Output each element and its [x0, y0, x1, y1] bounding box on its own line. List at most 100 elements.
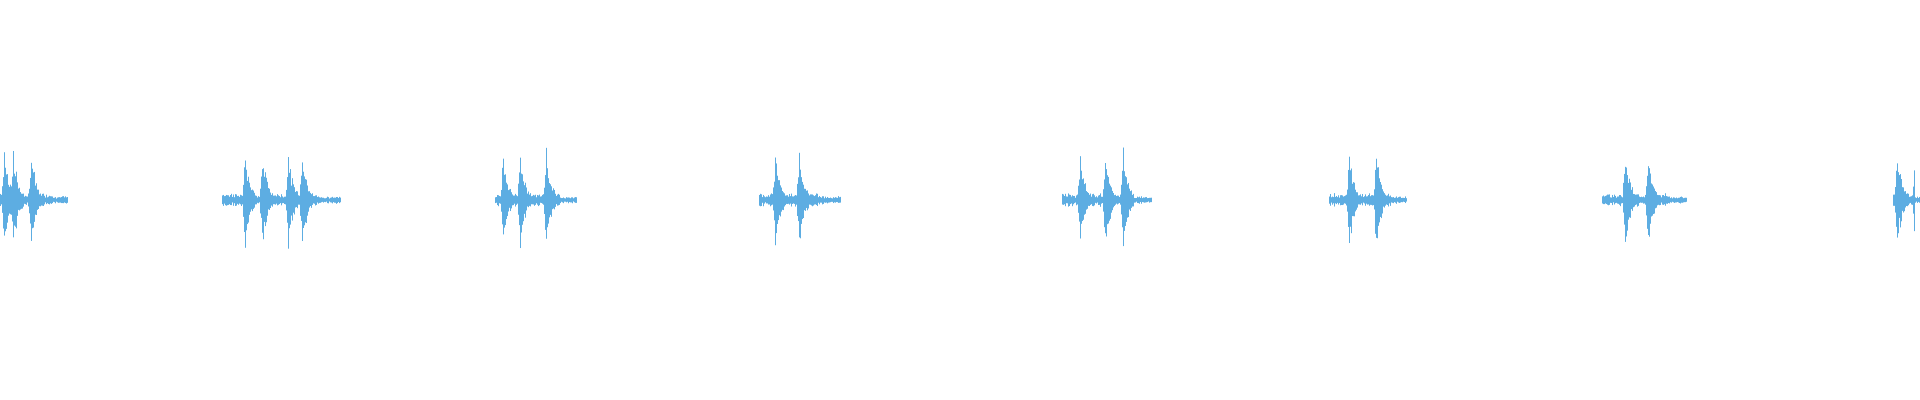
waveform-sample	[277, 194, 278, 206]
waveform-sample	[808, 193, 809, 209]
waveform-sample	[814, 196, 815, 205]
waveform-sample	[1067, 196, 1068, 204]
waveform-sample	[1064, 195, 1065, 205]
waveform-sample	[573, 198, 574, 202]
waveform-sample	[255, 195, 256, 205]
waveform-sample	[1105, 163, 1106, 234]
waveform-sample	[1641, 196, 1642, 203]
waveform-sample	[335, 197, 336, 203]
waveform-sample	[1896, 170, 1897, 227]
waveform-sample	[1070, 194, 1071, 205]
waveform-sample	[243, 184, 244, 217]
waveform-sample	[1132, 194, 1133, 207]
waveform-sample	[53, 197, 54, 202]
waveform-sample	[1391, 197, 1392, 203]
waveform-sample	[3, 177, 4, 229]
waveform-sample	[1895, 186, 1896, 213]
waveform-sample	[1675, 198, 1676, 203]
waveform-sample	[236, 194, 237, 206]
waveform-sample	[1342, 195, 1343, 206]
waveform-sample	[250, 187, 251, 212]
waveform-sample	[1341, 195, 1342, 206]
waveform-sample	[1097, 197, 1098, 203]
waveform-sample	[1676, 197, 1677, 203]
waveform-sample	[827, 196, 828, 204]
waveform-sample	[1075, 197, 1076, 203]
waveform-sample	[339, 196, 340, 204]
waveform-sample	[314, 196, 315, 204]
waveform-sample	[1351, 168, 1352, 234]
waveform-sample	[67, 197, 68, 203]
waveform-sample	[1657, 194, 1658, 206]
waveform-sample	[1644, 197, 1645, 204]
waveform-sample	[529, 194, 530, 206]
waveform-sample	[330, 197, 331, 203]
waveform-sample	[570, 198, 571, 203]
waveform-sample	[315, 195, 316, 206]
waveform-sample	[815, 195, 816, 205]
waveform-sample	[1087, 192, 1088, 209]
waveform-sample	[835, 197, 836, 203]
waveform-sample	[1404, 197, 1405, 203]
waveform-sample	[1083, 178, 1084, 220]
waveform-sample	[1066, 196, 1067, 204]
waveform-sample	[778, 180, 779, 221]
waveform-sample	[1375, 169, 1376, 234]
waveform-sample	[1673, 197, 1674, 203]
waveform-sample	[1339, 197, 1340, 204]
waveform-sample	[262, 169, 263, 233]
waveform-sample	[1656, 192, 1657, 208]
waveform-sample	[238, 195, 239, 205]
waveform-sample	[1330, 193, 1331, 206]
waveform-sample	[1662, 195, 1663, 205]
waveform-sample	[831, 198, 832, 202]
waveform-sample	[1611, 197, 1612, 203]
waveform-sample	[1604, 196, 1605, 205]
waveform-sample	[324, 198, 325, 202]
waveform-sample	[13, 150, 14, 238]
waveform-sample	[1335, 196, 1336, 204]
waveform-sample	[1133, 193, 1134, 207]
waveform-sample	[297, 191, 298, 209]
waveform-sample	[59, 197, 60, 203]
waveform-burst	[1329, 156, 1407, 244]
waveform-sample	[301, 175, 302, 221]
waveform-sample	[1910, 196, 1911, 203]
waveform-sample	[1658, 195, 1659, 205]
waveform-sample	[1402, 197, 1403, 203]
waveform-sample	[27, 196, 28, 203]
waveform-sample	[1354, 182, 1355, 217]
waveform-sample	[325, 198, 326, 203]
waveform-sample	[1913, 186, 1914, 214]
waveform-sample	[1640, 197, 1641, 203]
waveform-sample	[1109, 183, 1110, 221]
waveform-sample	[30, 177, 31, 224]
waveform-sample	[1916, 198, 1917, 202]
waveform-sample	[544, 187, 545, 214]
waveform-sample	[290, 169, 291, 225]
waveform-sample	[2, 186, 3, 213]
waveform-sample	[574, 197, 575, 203]
waveform-sample	[542, 194, 543, 204]
waveform-sample	[1332, 196, 1333, 205]
waveform-sample	[792, 196, 793, 204]
waveform-sample	[541, 196, 542, 204]
waveform-sample	[1608, 194, 1609, 206]
waveform-sample	[1130, 191, 1131, 211]
waveform-sample	[819, 196, 820, 205]
waveform-sample	[1623, 182, 1624, 213]
waveform-sample	[1388, 193, 1389, 207]
waveform-sample	[1364, 196, 1365, 204]
waveform-sample	[293, 184, 294, 213]
waveform-sample	[1372, 195, 1373, 206]
waveform-sample	[525, 182, 526, 218]
waveform-sample	[1378, 167, 1379, 226]
waveform-sample	[1668, 196, 1669, 204]
waveform-sample	[838, 196, 839, 203]
waveform-sample	[552, 190, 553, 210]
waveform-sample	[51, 196, 52, 204]
waveform-sample	[334, 197, 335, 203]
waveform-sample	[1602, 196, 1603, 204]
waveform-sample	[1653, 186, 1654, 215]
waveform-sample	[1911, 196, 1912, 205]
